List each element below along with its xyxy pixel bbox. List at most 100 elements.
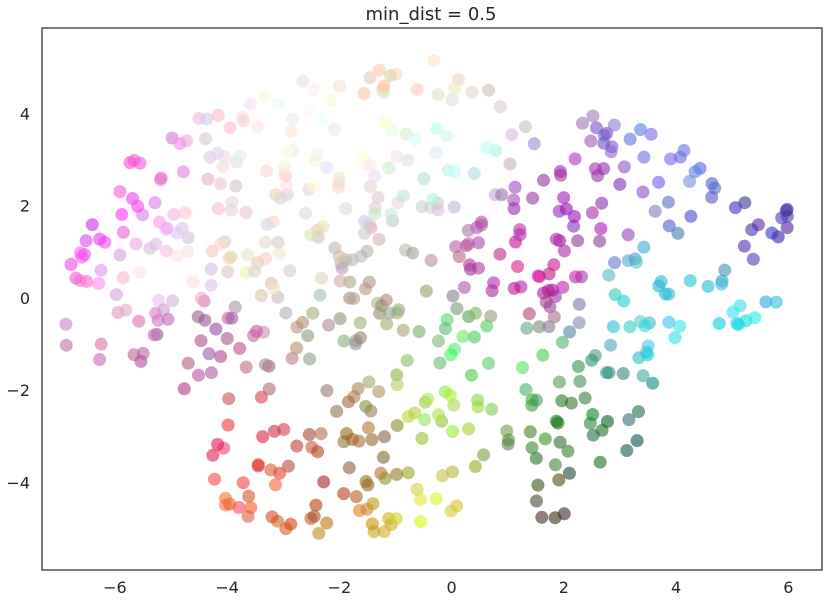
data-point — [430, 122, 444, 136]
data-point — [447, 398, 461, 412]
data-point — [378, 471, 392, 485]
data-point — [429, 146, 443, 160]
data-point — [372, 63, 386, 77]
data-point — [738, 196, 752, 210]
data-point — [586, 408, 600, 421]
data-point — [280, 145, 293, 159]
data-point — [472, 236, 485, 250]
data-point — [129, 237, 143, 251]
data-point — [485, 402, 499, 416]
chart-title: min_dist = 0.5 — [366, 4, 497, 25]
data-point — [200, 112, 214, 126]
data-point — [116, 225, 130, 239]
data-point — [333, 274, 347, 288]
data-point — [636, 185, 650, 199]
data-point — [379, 293, 393, 307]
data-point — [229, 179, 243, 193]
data-point — [547, 310, 561, 324]
data-point — [267, 424, 281, 438]
data-point — [303, 352, 317, 366]
data-point — [586, 428, 600, 442]
data-point — [552, 204, 566, 218]
data-point — [332, 250, 346, 263]
data-point — [358, 226, 371, 240]
data-point — [259, 235, 272, 249]
data-point — [307, 509, 321, 523]
data-point — [267, 282, 281, 296]
data-point — [780, 221, 794, 235]
data-point — [204, 366, 218, 380]
data-point — [604, 145, 618, 159]
data-point — [242, 489, 256, 503]
data-point — [283, 264, 297, 278]
data-point — [556, 335, 569, 349]
data-point — [262, 382, 276, 396]
data-point — [361, 421, 375, 435]
data-point — [260, 164, 274, 178]
data-point — [186, 275, 200, 289]
data-point — [277, 160, 291, 173]
data-point — [390, 467, 404, 481]
data-point — [302, 104, 316, 117]
data-point — [380, 317, 394, 331]
data-point — [408, 133, 422, 146]
data-point — [273, 466, 287, 480]
data-point — [654, 275, 668, 289]
y-tick-label: −2 — [6, 381, 30, 400]
points-layer — [59, 54, 794, 540]
data-point — [265, 510, 279, 524]
x-tick-label: −6 — [103, 578, 127, 597]
data-point — [480, 319, 494, 333]
data-point — [360, 502, 374, 516]
data-point — [557, 244, 571, 258]
data-point — [607, 118, 621, 132]
data-point — [250, 120, 264, 134]
data-point — [330, 404, 344, 418]
data-point — [228, 300, 242, 314]
data-point — [662, 219, 676, 233]
data-point — [281, 459, 295, 473]
data-point — [209, 322, 223, 336]
data-point — [523, 425, 537, 439]
data-point — [529, 451, 543, 465]
data-point — [94, 263, 108, 277]
data-point — [446, 289, 460, 303]
data-point — [448, 81, 462, 95]
data-point — [513, 223, 527, 237]
data-point — [390, 378, 404, 392]
data-point — [593, 455, 607, 469]
data-point — [548, 511, 562, 525]
data-point — [532, 320, 546, 334]
data-point — [312, 526, 326, 540]
y-tick-label: 4 — [20, 104, 30, 123]
data-point — [376, 450, 390, 464]
data-point — [93, 232, 107, 246]
data-point — [595, 196, 609, 210]
data-point — [737, 239, 751, 253]
data-point — [205, 244, 219, 258]
data-point — [93, 353, 107, 366]
data-point — [372, 385, 386, 399]
y-tick-label: 0 — [20, 289, 30, 308]
data-point — [552, 375, 566, 389]
x-tick-label: 0 — [447, 578, 457, 597]
data-point — [220, 332, 234, 345]
data-point — [341, 395, 355, 409]
data-point — [593, 234, 607, 248]
data-point — [224, 250, 238, 264]
data-point — [194, 334, 208, 348]
data-point — [415, 200, 429, 214]
data-point — [149, 237, 163, 251]
data-point — [401, 153, 415, 167]
x-tick-label: 2 — [559, 578, 569, 597]
data-point — [285, 112, 299, 126]
data-point — [569, 270, 583, 284]
data-point — [363, 71, 377, 85]
data-point — [244, 97, 257, 111]
data-point — [151, 313, 165, 327]
data-point — [467, 166, 481, 180]
data-point — [465, 85, 479, 99]
data-point — [563, 325, 577, 339]
data-point — [436, 469, 449, 483]
data-point — [623, 132, 637, 146]
